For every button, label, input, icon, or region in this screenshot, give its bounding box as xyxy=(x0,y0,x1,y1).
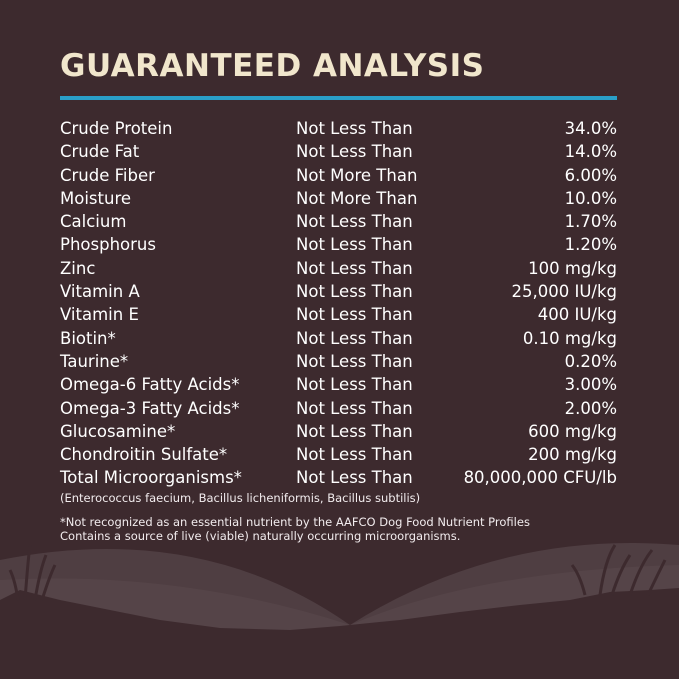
table-row: Vitamin E Not Less Than 400 IU/kg xyxy=(60,303,617,326)
qualifier: Not Less Than xyxy=(296,328,413,348)
nutrient-name: Omega-6 Fatty Acids* xyxy=(60,375,240,395)
value: 14.0% xyxy=(564,142,617,162)
table-row: Vitamin A Not Less Than 25,000 IU/kg xyxy=(60,280,617,303)
nutrient-name: Phosphorus xyxy=(60,235,156,255)
nutrient-name: Chondroitin Sulfate* xyxy=(60,445,228,465)
table-row: Biotin* Not Less Than 0.10 mg/kg xyxy=(60,327,617,350)
qualifier: Not Less Than xyxy=(296,212,413,232)
table-row: Taurine* Not Less Than 0.20% xyxy=(60,350,617,373)
nutrient-name: Zinc xyxy=(60,258,96,278)
title-divider xyxy=(60,96,617,100)
footnote-aafco: *Not recognized as an essential nutrient… xyxy=(60,515,530,529)
value: 2.00% xyxy=(564,398,617,418)
value: 10.0% xyxy=(564,188,617,208)
value: 80,000,000 CFU/lb xyxy=(463,468,617,488)
nutrient-name: Omega-3 Fatty Acids* xyxy=(60,398,240,418)
qualifier: Not More Than xyxy=(296,165,418,185)
table-row: Moisture Not More Than 10.0% xyxy=(60,187,617,210)
value: 1.70% xyxy=(564,212,617,232)
table-row: Glucosamine* Not Less Than 600 mg/kg xyxy=(60,420,617,443)
qualifier: Not Less Than xyxy=(296,351,413,371)
nutrient-name: Glucosamine* xyxy=(60,421,176,441)
table-row: Chondroitin Sulfate* Not Less Than 200 mg/… xyxy=(60,443,617,466)
table-row: Omega-3 Fatty Acids* Not Less Than 2.00% xyxy=(60,397,617,420)
nutrient-name: Total Microorganisms* xyxy=(60,468,242,488)
value: 0.10 mg/kg xyxy=(522,328,617,348)
organisms-note: (Enterococcus faecium, Bacillus lichenif… xyxy=(60,491,421,505)
value: 6.00% xyxy=(564,165,617,185)
nutrient-name: Calcium xyxy=(60,212,127,232)
nutrient-name: Vitamin A xyxy=(60,282,140,302)
qualifier: Not Less Than xyxy=(296,305,413,325)
table-row: Total Microorganisms* Not Less Than 80,000… xyxy=(60,466,617,489)
qualifier: Not Less Than xyxy=(296,421,413,441)
value: 25,000 IU/kg xyxy=(511,282,617,302)
value: 0.20% xyxy=(564,351,617,371)
qualifier: Not Less Than xyxy=(296,258,413,278)
value: 200 mg/kg xyxy=(528,445,617,465)
qualifier: Not Less Than xyxy=(296,375,413,395)
value: 600 mg/kg xyxy=(528,421,617,441)
nutrient-name: Crude Protein xyxy=(60,119,173,138)
nutrient-name: Moisture xyxy=(60,188,132,208)
table-row: Crude Fat Not Less Than 14.0% xyxy=(60,140,617,163)
nutrient-name: Crude Fiber xyxy=(60,165,155,185)
value: 3.00% xyxy=(564,375,617,395)
value: 400 IU/kg xyxy=(537,305,617,325)
qualifier: Not Less Than xyxy=(296,282,413,302)
table-row: Crude Fiber Not More Than 6.00% xyxy=(60,164,617,187)
nutrient-name: Biotin* xyxy=(60,328,116,348)
nutrient-name: Taurine* xyxy=(60,351,129,371)
analysis-table: Crude Protein Not Less Than 34.0% Crude Fat… xyxy=(60,117,617,490)
footnote-microorganisms: Contains a source of live (viable) natur… xyxy=(60,529,461,543)
value: 100 mg/kg xyxy=(528,258,617,278)
qualifier: Not Less Than xyxy=(296,445,413,465)
table-row: Calcium Not Less Than 1.70% xyxy=(60,210,617,233)
nutrient-name: Vitamin E xyxy=(60,305,139,325)
qualifier: Not Less Than xyxy=(296,119,413,138)
qualifier: Not Less Than xyxy=(296,468,413,488)
table-row: Omega-6 Fatty Acids* Not Less Than 3.00% xyxy=(60,373,617,396)
qualifier: Not Less Than xyxy=(296,142,413,162)
qualifier: Not Less Than xyxy=(296,398,413,418)
qualifier: Not Less Than xyxy=(296,235,413,255)
table-row: Crude Protein Not Less Than 34.0% xyxy=(60,117,617,140)
page-title: GUARANTEED ANALYSIS xyxy=(60,48,485,84)
nutrient-name: Crude Fat xyxy=(60,142,140,162)
value: 34.0% xyxy=(564,119,617,138)
qualifier: Not More Than xyxy=(296,188,418,208)
table-row: Zinc Not Less Than 100 mg/kg xyxy=(60,257,617,280)
table-row: Phosphorus Not Less Than 1.20% xyxy=(60,233,617,256)
value: 1.20% xyxy=(564,235,617,255)
